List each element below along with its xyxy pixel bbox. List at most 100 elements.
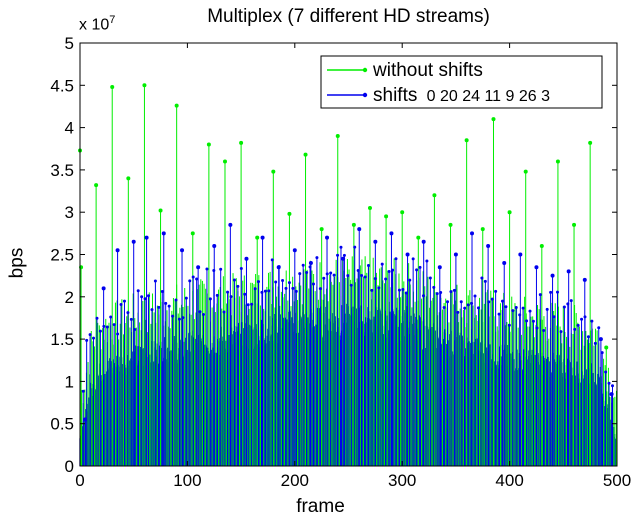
x-tick-label: 300 bbox=[388, 471, 416, 490]
blue-peak-point bbox=[470, 231, 475, 236]
blue-spike-point bbox=[153, 279, 157, 283]
blue-spike-point bbox=[483, 279, 487, 283]
y-axis-multiplier: x 107 bbox=[79, 14, 116, 34]
blue-spike-point bbox=[243, 292, 247, 296]
blue-spike-point bbox=[267, 289, 271, 293]
blue-spike-point bbox=[549, 290, 553, 294]
blue-spike-point bbox=[232, 278, 236, 282]
blue-peak-point bbox=[196, 265, 201, 270]
blue-spike-point bbox=[171, 314, 175, 318]
blue-spike-point bbox=[449, 290, 453, 294]
blue-spike-point bbox=[531, 319, 535, 323]
blue-spike-point bbox=[452, 288, 456, 292]
blue-spike-point bbox=[593, 341, 597, 345]
blue-spike-point bbox=[490, 297, 494, 301]
blue-spike-point bbox=[463, 306, 467, 310]
blue-spike-point bbox=[85, 338, 89, 342]
legend: without shifts shifts 0 20 24 11 9 26 3 bbox=[320, 55, 603, 109]
blue-spike-point bbox=[246, 303, 250, 307]
green-peak-point bbox=[319, 227, 324, 232]
blue-peak-point bbox=[83, 417, 88, 422]
green-peak-point bbox=[367, 205, 372, 210]
blue-spike-point bbox=[604, 370, 608, 374]
blue-spike-point bbox=[195, 277, 199, 281]
green-peak-point bbox=[206, 142, 211, 147]
x-tick-label: 400 bbox=[495, 471, 523, 490]
blue-spike-point bbox=[95, 316, 99, 320]
series-shifts bbox=[81, 222, 614, 466]
green-peak-point bbox=[158, 208, 163, 213]
blue-spike-point bbox=[208, 297, 212, 301]
blue-spike-point bbox=[164, 301, 168, 305]
blue-spike-point bbox=[219, 267, 223, 271]
blue-spike-point bbox=[236, 284, 240, 288]
blue-spike-point bbox=[222, 310, 226, 314]
blue-peak-point bbox=[582, 277, 587, 282]
blue-spike-point bbox=[507, 323, 511, 327]
green-peak-point bbox=[539, 244, 544, 249]
y-tick-label: 4 bbox=[65, 119, 74, 138]
green-peak-point bbox=[271, 169, 276, 174]
green-peak-point bbox=[464, 138, 469, 143]
blue-spike-point bbox=[366, 264, 370, 268]
blue-spike-point bbox=[586, 335, 590, 339]
blue-spike-point bbox=[456, 310, 460, 314]
blue-spike-point bbox=[497, 312, 501, 316]
x-tick-label: 500 bbox=[603, 471, 631, 490]
green-peak-point bbox=[110, 84, 115, 89]
blue-spike-point bbox=[129, 317, 133, 321]
green-peak-point bbox=[142, 83, 147, 88]
blue-spike-point bbox=[442, 306, 446, 310]
blue-spike-point bbox=[284, 286, 288, 290]
blue-spike-point bbox=[191, 275, 195, 279]
blue-spike-point bbox=[428, 276, 432, 280]
chart-title: Multiplex (7 different HD streams) bbox=[207, 6, 490, 27]
blue-spike-point bbox=[150, 308, 154, 312]
green-peak-point bbox=[480, 227, 485, 232]
blue-spike-point bbox=[511, 309, 515, 313]
blue-spike-point bbox=[556, 290, 560, 294]
blue-spike-point bbox=[573, 327, 577, 331]
blue-spike-point bbox=[256, 280, 260, 284]
blue-spike-point bbox=[377, 286, 381, 290]
blue-spike-point bbox=[562, 305, 566, 309]
green-peak-point bbox=[239, 140, 244, 145]
green-peak-point bbox=[448, 222, 453, 227]
y-tick-label: 2.5 bbox=[50, 246, 74, 265]
blue-spike-point bbox=[174, 298, 178, 302]
blue-spike-point bbox=[476, 306, 480, 310]
blue-peak-point bbox=[566, 269, 571, 274]
blue-peak-point bbox=[550, 273, 555, 278]
x-tick-label: 200 bbox=[281, 471, 309, 490]
blue-peak-point bbox=[115, 248, 120, 253]
blue-peak-point bbox=[389, 231, 394, 236]
blue-peak-point bbox=[244, 256, 249, 261]
blue-spike-point bbox=[136, 289, 140, 293]
blue-peak-point bbox=[518, 252, 523, 257]
blue-spike-point bbox=[425, 259, 429, 263]
blue-peak-point bbox=[228, 222, 233, 227]
blue-spike-point bbox=[305, 270, 309, 274]
blue-spike-point bbox=[263, 289, 267, 293]
blue-spike-point bbox=[329, 271, 333, 275]
blue-peak-point bbox=[405, 252, 410, 257]
blue-spike-point bbox=[607, 381, 611, 385]
blue-peak-point bbox=[131, 239, 136, 244]
legend-swatch-point bbox=[362, 67, 368, 73]
y-tick-label: 3 bbox=[65, 203, 74, 222]
green-peak-point bbox=[303, 152, 308, 157]
blue-spike-point bbox=[250, 302, 254, 306]
blue-spike-point bbox=[521, 306, 525, 310]
blue-spike-point bbox=[294, 289, 298, 293]
green-peak-point bbox=[523, 169, 528, 174]
blue-peak-point bbox=[502, 260, 507, 265]
blue-peak-point bbox=[534, 265, 539, 270]
blue-peak-point bbox=[180, 248, 185, 253]
blue-spike-point bbox=[538, 293, 542, 297]
blue-spike-point bbox=[81, 389, 85, 393]
green-peak-point bbox=[416, 235, 421, 240]
blue-spike-point bbox=[415, 268, 419, 272]
x-tick-label: 0 bbox=[75, 471, 84, 490]
